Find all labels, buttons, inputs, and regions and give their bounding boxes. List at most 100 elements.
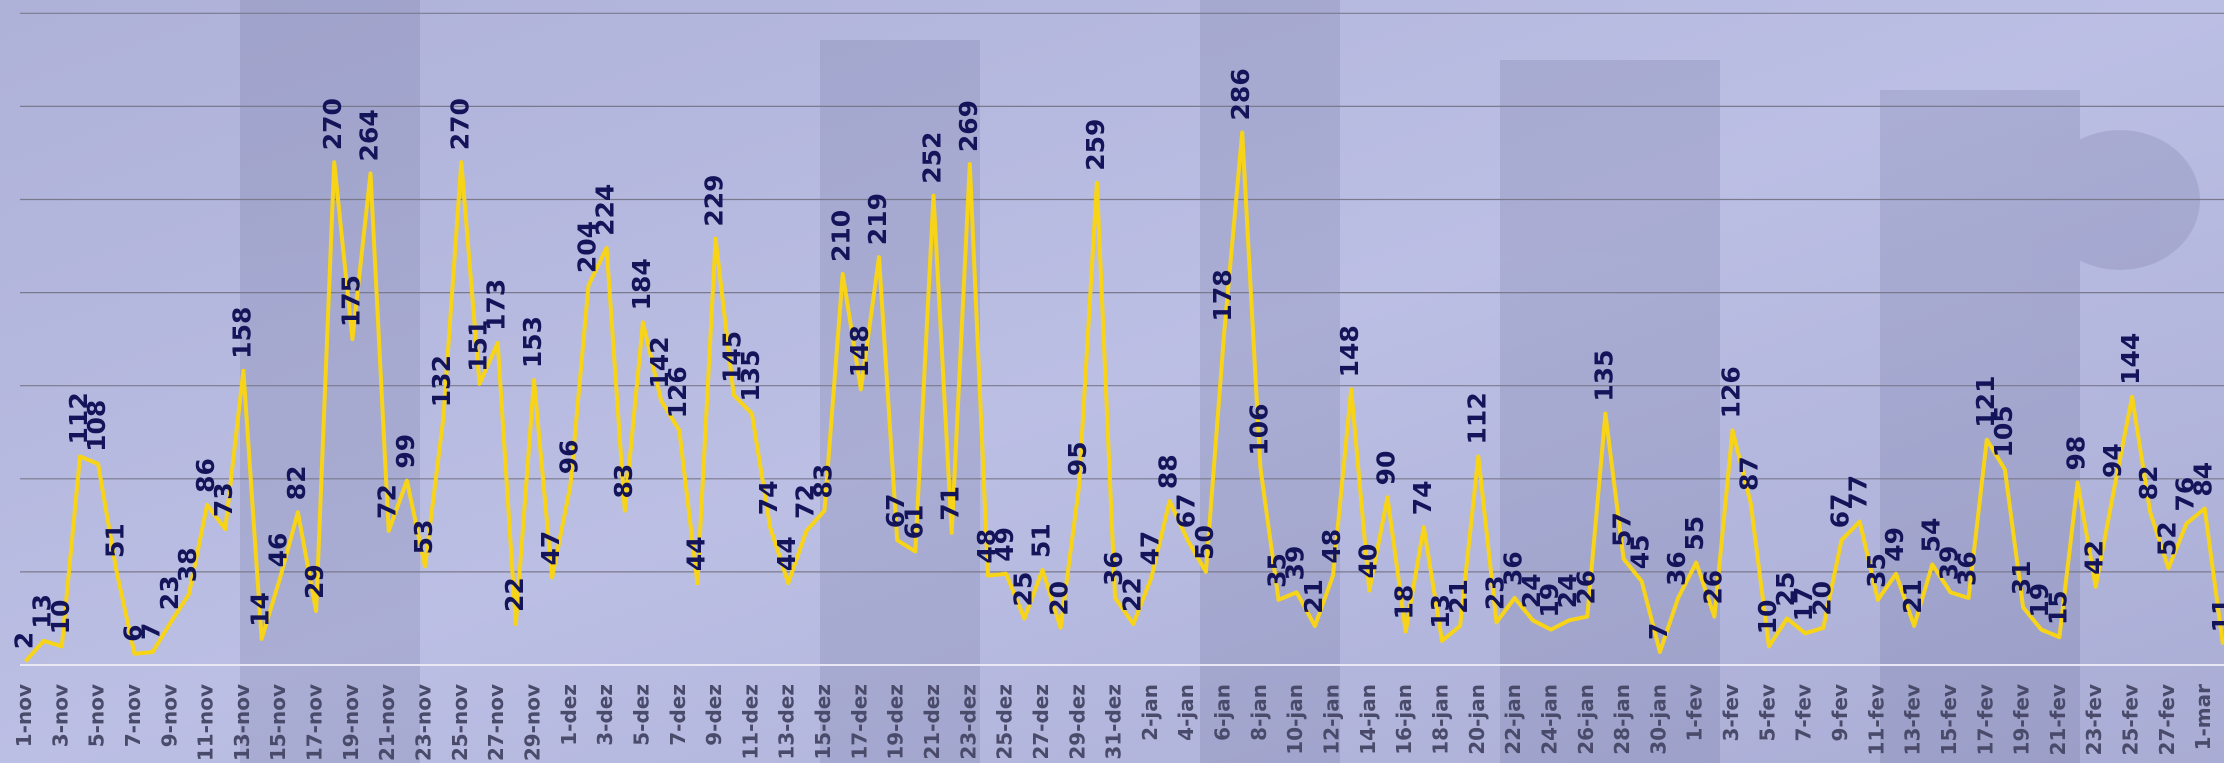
data-label: 10	[1753, 600, 1782, 635]
x-tick-label: 31-dez	[1102, 684, 1126, 760]
data-label: 13	[28, 594, 57, 629]
data-label: 42	[2080, 540, 2109, 575]
data-label: 2	[10, 632, 39, 649]
data-label: 252	[918, 132, 947, 184]
data-label: 49	[1880, 527, 1909, 562]
data-label: 35	[1862, 553, 1891, 588]
data-label: 121	[1971, 376, 2000, 428]
x-tick-label: 15-nov	[266, 684, 290, 761]
data-label: 25	[1771, 572, 1800, 607]
x-tick-label: 3-fev	[1719, 684, 1743, 742]
x-tick-label: 4-jan	[1174, 684, 1198, 741]
data-label: 105	[1989, 405, 2018, 457]
data-label: 151	[464, 320, 493, 372]
x-tick-label: 1-dez	[557, 684, 581, 746]
data-label: 47	[1135, 531, 1164, 566]
x-tick-label: 23-nov	[412, 684, 436, 761]
x-tick-label: 6-jan	[1211, 684, 1235, 741]
data-label: 132	[427, 355, 456, 407]
data-label: 148	[1335, 325, 1364, 377]
data-label: 47	[536, 531, 565, 566]
data-label: 51	[1026, 523, 1055, 558]
x-tick-label: 1-fev	[1683, 684, 1707, 742]
data-label: 142	[645, 336, 674, 388]
x-tick-label: 7-fev	[1792, 684, 1816, 742]
data-label: 264	[355, 109, 384, 161]
data-label: 73	[209, 482, 238, 517]
data-label: 19	[1535, 583, 1564, 618]
data-label: 84	[2189, 462, 2218, 497]
data-label: 35	[1263, 553, 1292, 588]
x-tick-label: 27-nov	[484, 684, 508, 761]
x-tick-label: 19-fev	[2010, 684, 2034, 755]
data-label: 77	[1844, 475, 1873, 510]
data-label: 83	[609, 464, 638, 499]
data-label: 44	[681, 536, 710, 571]
x-tick-label: 15-fev	[1937, 684, 1961, 755]
data-label: 19	[2025, 583, 2054, 618]
x-tick-label: 11-fev	[1864, 684, 1888, 755]
data-label: 48	[1317, 529, 1346, 564]
data-label: 23	[1480, 575, 1509, 610]
x-tick-label: 23-dez	[956, 684, 980, 760]
data-label: 39	[1281, 546, 1310, 581]
data-label: 72	[790, 484, 819, 519]
data-label: 71	[936, 486, 965, 521]
x-tick-label: 16-jan	[1392, 684, 1416, 755]
background-building	[240, 0, 2200, 763]
x-tick-label: 8-jan	[1247, 684, 1271, 741]
x-tick-label: 5-dez	[629, 684, 653, 746]
data-label: 48	[972, 529, 1001, 564]
x-tick-label: 11-nov	[194, 684, 218, 761]
data-label: 99	[391, 434, 420, 469]
x-tick-label: 26-jan	[1574, 684, 1598, 755]
data-label: 67	[1172, 493, 1201, 528]
x-tick-label: 21-dez	[920, 684, 944, 760]
data-label: 210	[827, 210, 856, 262]
data-label: 126	[663, 366, 692, 418]
x-tick-label: 27-dez	[1029, 684, 1053, 760]
x-tick-label: 29-nov	[520, 684, 544, 761]
data-label: 52	[2152, 521, 2181, 556]
x-tick-label: 5-fev	[1755, 684, 1779, 742]
x-tick-label: 13-dez	[775, 684, 799, 760]
x-tick-label: 1-mar	[2191, 684, 2215, 751]
data-label: 36	[1953, 551, 1982, 586]
x-tick-label: 2-jan	[1138, 684, 1162, 741]
x-tick-label: 9-fev	[1828, 684, 1852, 742]
data-label: 82	[2134, 466, 2163, 501]
data-label: 36	[1499, 551, 1528, 586]
data-label: 82	[282, 466, 311, 501]
data-label: 90	[1372, 451, 1401, 486]
data-label: 72	[373, 484, 402, 519]
line	[24, 130, 2224, 663]
data-label: 269	[954, 100, 983, 152]
data-label: 74	[1408, 480, 1437, 515]
data-label: 46	[264, 533, 293, 568]
data-label: 98	[2062, 436, 2091, 471]
data-label: 18	[1390, 585, 1419, 620]
data-label: 54	[1916, 518, 1945, 553]
data-label: 135	[1589, 349, 1618, 401]
data-label: 86	[191, 458, 220, 493]
data-label: 83	[809, 464, 838, 499]
data-label: 112	[64, 392, 93, 444]
x-tick-label: 12-jan	[1320, 684, 1344, 755]
data-label: 6	[118, 624, 147, 641]
x-tick-label: 30-jan	[1646, 684, 1670, 755]
data-label: 55	[1680, 516, 1709, 551]
x-tick-label: 24-jan	[1537, 684, 1561, 755]
data-label: 26	[1571, 570, 1600, 605]
data-label: 24	[1517, 574, 1546, 609]
x-tick-label: 17-nov	[303, 684, 327, 761]
data-label: 20	[1045, 581, 1074, 616]
data-label: 126	[1717, 366, 1746, 418]
data-label: 36	[1099, 551, 1128, 586]
data-label: 7	[137, 623, 166, 640]
data-label: 96	[554, 439, 583, 474]
data-label: 67	[881, 493, 910, 528]
data-label: 61	[899, 505, 928, 540]
data-label: 7	[1644, 623, 1673, 640]
x-tick-label: 15-dez	[811, 684, 835, 760]
